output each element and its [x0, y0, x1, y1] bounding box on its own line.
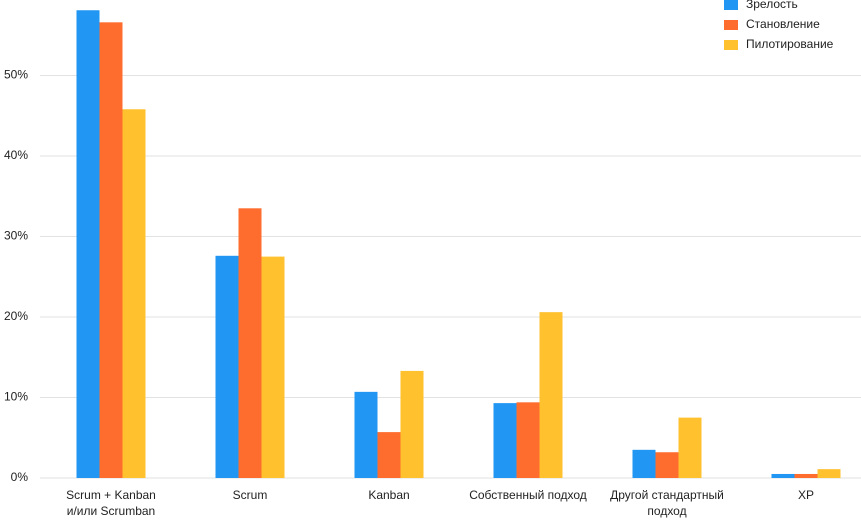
x-tick-label: Kanban	[368, 488, 409, 502]
x-tick-label: Scrum	[233, 488, 268, 502]
legend-label: Становление	[746, 17, 820, 31]
bar	[354, 391, 378, 478]
bar	[99, 22, 123, 479]
bar	[400, 370, 424, 478]
bar	[817, 469, 841, 478]
x-tick-label: XP	[798, 488, 814, 502]
y-tick-label: 20%	[4, 309, 28, 323]
y-tick-label: 0%	[11, 470, 29, 484]
x-tick-label: Собственный подход	[469, 488, 587, 502]
bar	[678, 417, 702, 478]
legend-label: Пилотирование	[746, 37, 834, 51]
bar	[238, 208, 262, 478]
bar	[493, 403, 517, 478]
y-tick-label: 50%	[4, 68, 28, 82]
bar	[122, 109, 146, 479]
y-tick-label: 30%	[4, 229, 28, 243]
bar	[215, 255, 239, 478]
bar	[794, 473, 818, 478]
legend-swatch	[724, 20, 738, 30]
y-tick-label: 10%	[4, 390, 28, 404]
bar	[377, 432, 401, 478]
legend-swatch	[724, 40, 738, 50]
bar	[76, 10, 100, 479]
x-tick-label: Scrum + Kanban и/или Scrumban	[66, 488, 156, 518]
bar	[261, 256, 285, 478]
legend-label: Зрелость	[746, 0, 798, 11]
bar	[539, 312, 563, 478]
bar	[771, 473, 795, 478]
bar	[632, 449, 656, 478]
y-tick-label: 40%	[4, 148, 28, 162]
legend-swatch	[724, 0, 738, 10]
bar	[655, 452, 679, 478]
x-tick-label: Другой стандартный подход	[610, 488, 724, 518]
bar	[516, 402, 540, 478]
